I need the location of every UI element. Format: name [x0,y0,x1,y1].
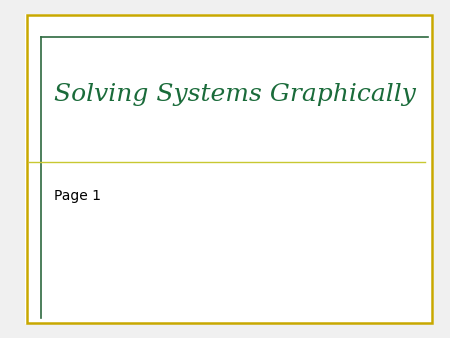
Text: Solving Systems Graphically: Solving Systems Graphically [54,83,416,106]
FancyBboxPatch shape [25,14,434,324]
Text: Page 1: Page 1 [54,189,101,203]
